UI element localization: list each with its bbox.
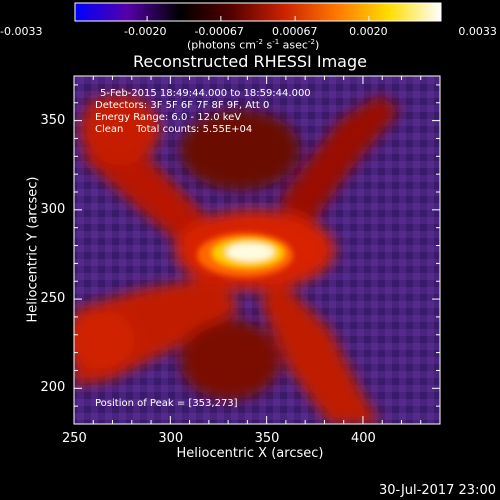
- colorbar-unit-label: (photons cm-2 s-1 asec-2): [187, 38, 320, 52]
- lower-right-arm: [260, 280, 380, 424]
- core-highlight: [197, 233, 293, 277]
- x-tick-label: 300: [158, 431, 184, 446]
- plot-frame: [73, 75, 441, 425]
- colorbar-tick-label: -0.00067: [194, 25, 244, 38]
- colorbar-tick-label: 0.00067: [272, 25, 318, 38]
- upper-right-arm: [280, 95, 400, 240]
- colorbar-tick-label: -0.0033: [0, 25, 43, 38]
- lower-left-blob: [74, 310, 135, 370]
- y-tick-label: 200: [40, 380, 66, 396]
- energy-range-text: Energy Range: 6.0 - 12.0 keV: [95, 112, 242, 123]
- timestamp: 30-Jul-2017 23:00: [378, 483, 496, 498]
- peak-position-text: Position of Peak = [353,273]: [95, 398, 238, 409]
- x-tick-label: 250: [62, 431, 87, 446]
- chart-title: Reconstructed RHESSI Image: [133, 52, 367, 71]
- lower-middle-region: [180, 320, 280, 400]
- core-white: [226, 243, 274, 261]
- colorbar-tick-label: -0.0020: [123, 25, 167, 38]
- detectors-text: Detectors: 3F 5F 6F 7F 8F 9F, Att 0: [95, 100, 270, 111]
- colorbar-tick-label: 0.0020: [349, 25, 388, 38]
- x-tick-label: 350: [254, 431, 280, 446]
- heatmap-image: [74, 76, 440, 424]
- time-range-text: 5-Feb-2015 18:49:44.000 to 18:59:44.000: [100, 88, 311, 99]
- colorbar-gradient: [74, 2, 442, 22]
- y-tick-label: 350: [40, 112, 66, 128]
- colorbar-ticks: [74, 16, 442, 21]
- colorbar-tick-label: 0.0033: [458, 25, 497, 38]
- y-tick-label: 300: [40, 201, 66, 217]
- x-tick-label: 400: [350, 431, 376, 446]
- axis-ticks: [73, 76, 441, 425]
- x-axis-label: Heliocentric X (arcsec): [176, 446, 324, 461]
- colorbar: [74, 2, 442, 22]
- y-tick-label: 250: [40, 291, 66, 307]
- clean-counts-text: Clean Total counts: 5.55E+04: [95, 124, 253, 135]
- y-axis-label: Heliocentric Y (arcsec): [25, 176, 41, 323]
- upper-left-blob: [80, 95, 160, 165]
- upper-middle-region: [180, 110, 300, 190]
